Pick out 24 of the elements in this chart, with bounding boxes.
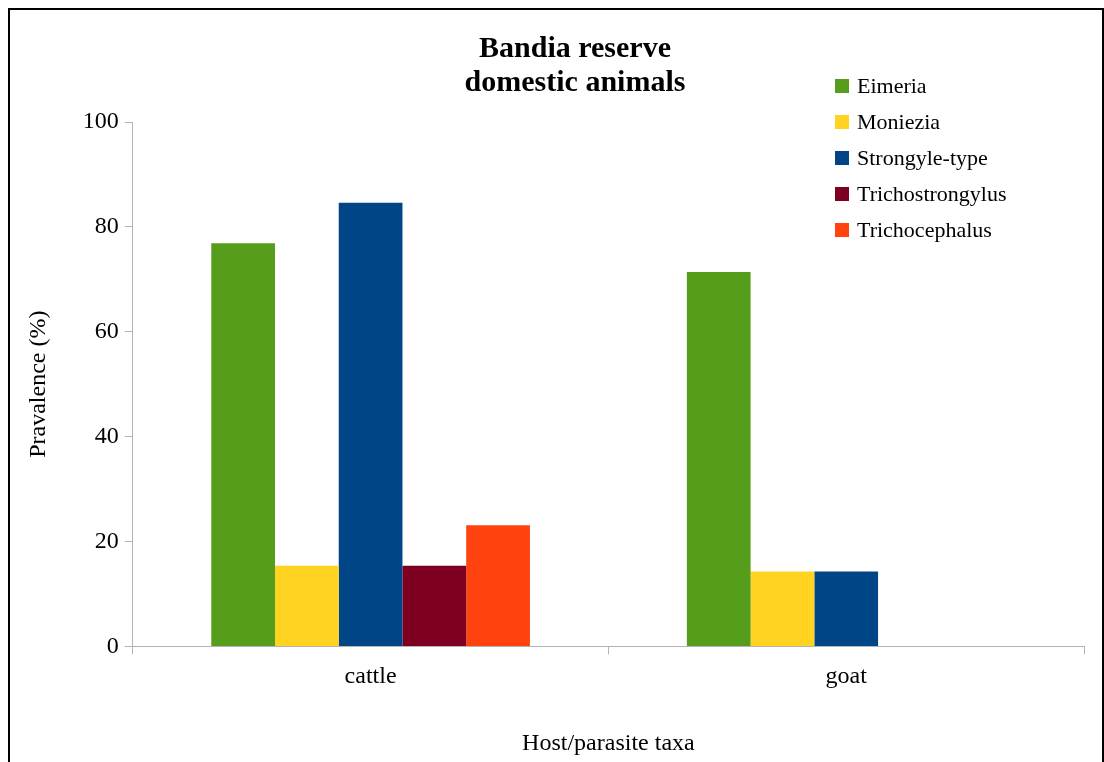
x-tick-label: goat xyxy=(825,662,868,689)
bar xyxy=(750,571,815,646)
y-tick-label: 100 xyxy=(82,107,119,134)
legend-label: Moniezia xyxy=(857,109,941,135)
y-tick-label: 0 xyxy=(106,631,119,658)
bar xyxy=(814,571,879,646)
chart-title: Bandia reserve domestic animals xyxy=(463,30,687,98)
legend-label: Strongyle-type xyxy=(857,145,988,171)
legend-label: Eimeria xyxy=(857,73,927,99)
bar xyxy=(402,565,467,646)
x-tick-label: cattle xyxy=(344,662,397,689)
legend-label: Trichostrongylus xyxy=(857,181,1007,207)
y-tick-label: 80 xyxy=(94,212,119,239)
bar xyxy=(275,565,339,646)
y-tick-label: 60 xyxy=(94,317,119,344)
y-tick-label: 20 xyxy=(94,526,119,553)
y-axis-title: Pravalence (%) xyxy=(23,310,50,458)
legend-label: Trichocephalus xyxy=(857,217,992,243)
bar xyxy=(466,525,530,646)
y-tick-label: 40 xyxy=(94,421,119,448)
bar xyxy=(686,271,751,646)
x-axis-title: Host/parasite taxa xyxy=(522,728,696,755)
bar xyxy=(211,243,275,646)
bar xyxy=(338,202,403,646)
